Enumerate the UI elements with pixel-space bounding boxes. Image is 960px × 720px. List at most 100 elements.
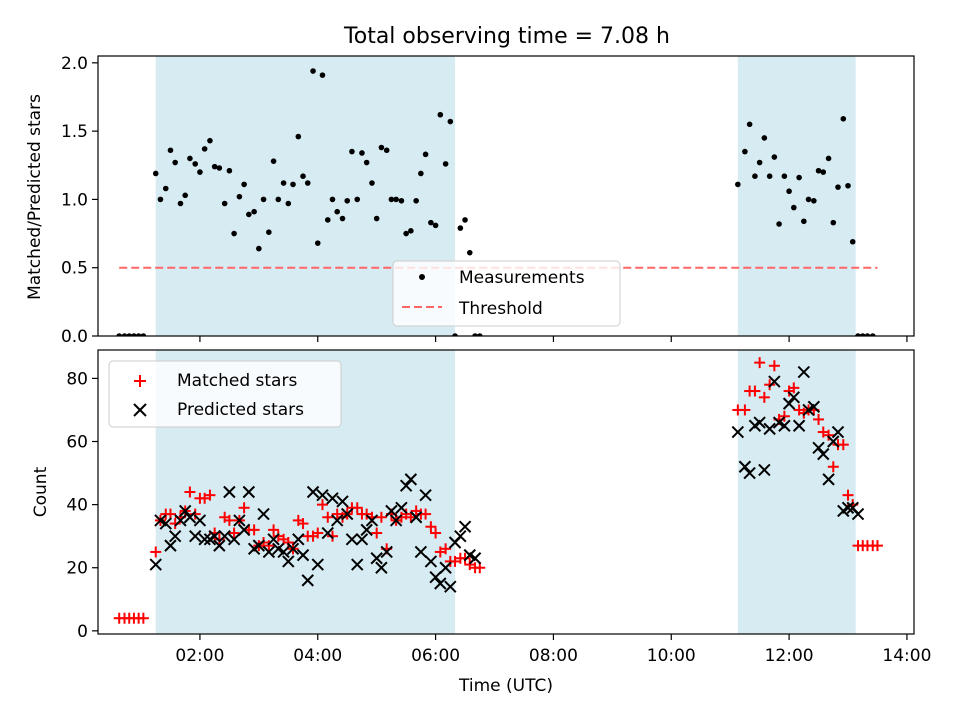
measurement-point xyxy=(388,196,395,203)
measurement-point xyxy=(300,173,306,179)
measurement-point xyxy=(241,181,247,188)
measurement-point xyxy=(329,196,336,203)
matched-stars-point xyxy=(312,527,324,539)
measurement-point xyxy=(162,185,169,192)
measurement-point xyxy=(476,333,483,336)
x-tick-label: 04:00 xyxy=(293,646,342,666)
measurement-point xyxy=(246,211,252,218)
predicted-stars-point xyxy=(223,485,236,499)
matched-stars-point xyxy=(749,385,761,397)
matched-stars-point xyxy=(842,489,854,501)
predicted-stars-point xyxy=(399,479,413,492)
predicted-stars-point xyxy=(296,548,310,562)
legend-predicted-marker xyxy=(133,403,147,417)
matched-stars-point xyxy=(351,502,363,514)
measurement-point xyxy=(776,221,782,227)
top-y-axis-label: Matched/Predicted stars xyxy=(25,94,45,300)
matched-stars-point xyxy=(263,540,275,552)
measurement-point xyxy=(452,333,458,336)
predicted-stars-point xyxy=(292,533,305,546)
predicted-stars-point xyxy=(198,533,211,546)
matched-stars-point xyxy=(823,429,835,441)
top-x-axis-ticks xyxy=(199,336,908,342)
measurement-point xyxy=(251,208,257,215)
predicted-stars-point xyxy=(731,425,745,439)
x-tick-label: 12:00 xyxy=(765,646,814,666)
predicted-stars-point xyxy=(758,463,771,477)
measurement-point xyxy=(825,155,832,162)
matched-stars-point xyxy=(754,357,766,369)
measurement-point xyxy=(786,188,792,195)
matched-stars-point xyxy=(238,502,250,514)
matched-stars-point xyxy=(459,552,471,564)
matched-stars-point xyxy=(758,391,770,403)
predicted-stars-point xyxy=(311,558,324,571)
predicted-stars-point xyxy=(282,555,295,568)
legend-matched-label: Matched stars xyxy=(177,371,297,391)
measurement-point xyxy=(285,200,292,207)
predicted-stars-point xyxy=(851,507,865,521)
predicted-stars-point xyxy=(763,422,776,436)
x-tick-label: 14:00 xyxy=(882,646,931,666)
top-legend-box xyxy=(392,260,621,327)
predicted-stars-point xyxy=(414,545,428,559)
measurement-point xyxy=(359,150,365,156)
matched-stars-point xyxy=(184,486,196,498)
predicted-stars-point xyxy=(468,552,482,565)
measurement-point xyxy=(319,72,326,78)
measurement-point xyxy=(462,217,468,223)
matched-stars-point xyxy=(405,511,417,523)
measurement-point xyxy=(116,333,123,336)
matched-stars-point xyxy=(223,514,235,526)
measurement-point xyxy=(766,173,773,179)
measurement-point xyxy=(339,215,346,222)
predicted-stars-point xyxy=(213,539,226,552)
measurement-point xyxy=(801,218,807,225)
predicted-stars-point xyxy=(183,511,197,524)
top-panel: 0.00.51.01.52.0 Matched/Predicted stars … xyxy=(25,0,915,347)
measurement-point xyxy=(432,222,439,229)
measurement-point xyxy=(875,0,881,3)
x-tick-label: 08:00 xyxy=(529,646,578,666)
measurement-point xyxy=(418,170,424,177)
measurement-point xyxy=(349,148,355,155)
predicted-stars-point xyxy=(429,570,442,584)
matched-stars-point xyxy=(827,461,839,473)
measurement-point xyxy=(192,161,199,167)
measurement-point xyxy=(422,151,429,158)
bottom-legend-box xyxy=(108,360,342,428)
predicted-stars-point xyxy=(778,419,791,432)
predicted-stars-point xyxy=(375,561,388,574)
measurement-point xyxy=(849,238,856,245)
predicted-stars-point xyxy=(738,460,752,473)
measurement-point xyxy=(398,197,405,204)
matched-stars-point xyxy=(169,518,181,530)
measurement-point xyxy=(428,219,434,226)
measurement-point xyxy=(344,197,351,204)
matched-stars-point xyxy=(150,546,162,558)
y-tick-label: 1.5 xyxy=(61,122,88,142)
predicted-stars-point xyxy=(812,441,825,455)
measurement-point xyxy=(437,111,444,118)
measurement-point xyxy=(207,137,213,144)
measurement-point xyxy=(796,174,802,181)
y-tick-label: 0.5 xyxy=(61,259,88,279)
predicted-stars-point xyxy=(817,447,830,461)
measurement-point xyxy=(310,68,316,74)
measurement-point xyxy=(152,170,159,177)
measurement-point xyxy=(447,118,454,125)
measurement-point xyxy=(121,333,128,336)
measurement-point xyxy=(280,180,287,186)
measurement-point xyxy=(324,217,331,223)
x-tick-label: 10:00 xyxy=(647,646,696,666)
measurement-point xyxy=(413,197,419,204)
predicted-stars-point xyxy=(321,526,334,540)
measurement-point xyxy=(231,230,237,237)
measurement-point xyxy=(869,333,876,336)
measurement-point xyxy=(373,215,380,222)
bottom-shaded-span-1 xyxy=(737,350,856,634)
legend-measurements-marker xyxy=(419,274,425,280)
bottom-panel: 0 20 40 60 80 02:00 04:00 06:00 08:00 10:00 12:00… xyxy=(31,349,931,696)
predicted-stars-point xyxy=(360,523,373,537)
predicted-stars-point xyxy=(458,520,472,533)
